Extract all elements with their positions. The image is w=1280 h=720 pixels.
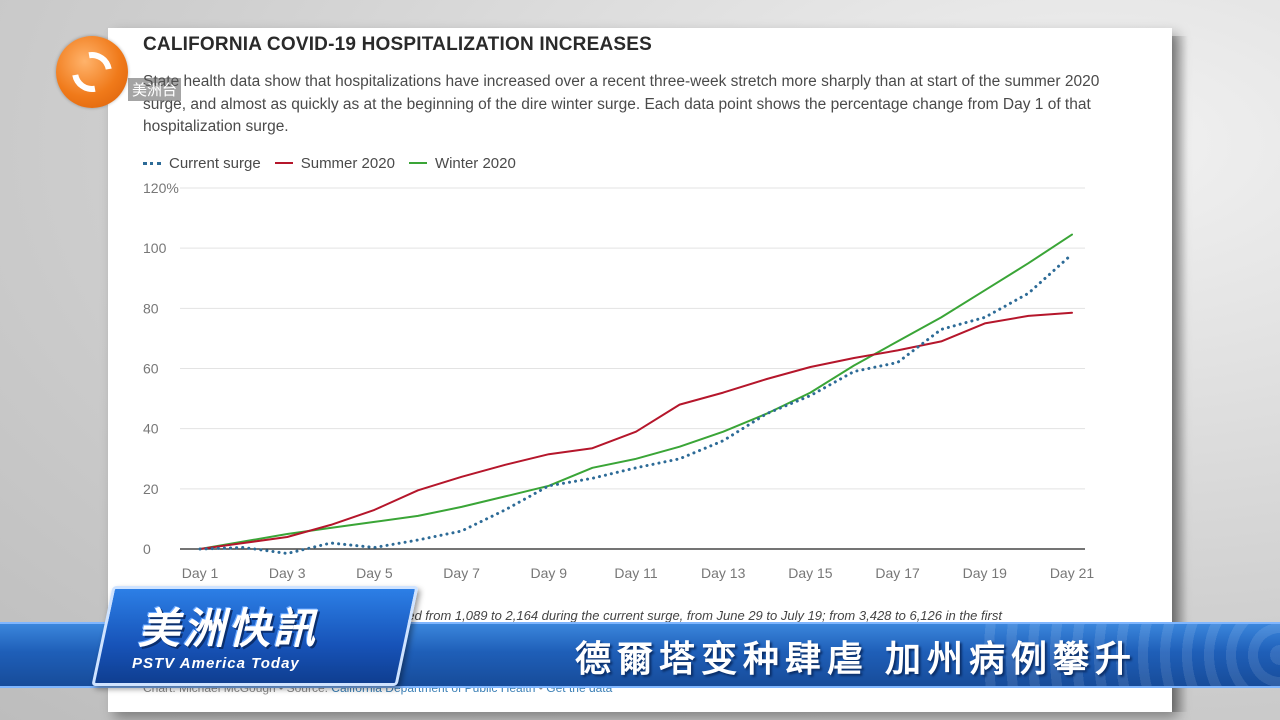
- logo-swirl-icon: [64, 44, 120, 100]
- x-tick-label-21: Day 21: [1050, 565, 1095, 581]
- card-shadow: [1172, 36, 1188, 712]
- program-name: 美洲快訊: [138, 605, 319, 652]
- banner-pattern: [980, 624, 1280, 686]
- series-line-winter-2020: [199, 233, 1073, 550]
- legend-label-winter: Winter 2020: [434, 154, 516, 172]
- y-tick-label-20: 20: [143, 481, 159, 497]
- x-tick-label-17: Day 17: [875, 565, 920, 581]
- series-line-current-surge: [198, 252, 1074, 555]
- legend-item-winter: Winter 2020: [408, 154, 516, 172]
- channel-logo-icon: [56, 36, 128, 108]
- credit-separator: •: [535, 681, 547, 695]
- legend-swatch-current: [143, 161, 161, 165]
- channel-logo-text: 美洲台: [128, 78, 182, 101]
- y-tick-label-60: 60: [143, 361, 159, 377]
- x-tick-label-9: Day 9: [531, 565, 568, 581]
- x-tick-label-15: Day 15: [788, 565, 833, 581]
- legend-item-summer: Summer 2020: [274, 154, 395, 172]
- y-tick-label-0: 0: [143, 541, 151, 557]
- y-tick-label-40: 40: [143, 421, 159, 437]
- chart-legend: Current surge Summer 2020 Winter 2020: [143, 153, 530, 173]
- program-subtitle: PSTV America Today: [132, 655, 300, 672]
- chart-subtitle: State health data show that hospitalizat…: [143, 73, 1100, 135]
- legend-label-current: Current surge: [169, 154, 261, 172]
- legend-swatch-summer: [274, 162, 293, 164]
- x-tick-label-3: Day 3: [269, 565, 306, 581]
- x-tick-label-13: Day 13: [701, 565, 746, 581]
- y-tick-label-100: 100: [143, 240, 167, 256]
- x-tick-label-5: Day 5: [356, 565, 393, 581]
- series-line-summer-2020: [199, 311, 1073, 550]
- y-tick-label-80: 80: [143, 300, 159, 316]
- y-tick-label-120: 120%: [143, 180, 179, 196]
- x-tick-label-1: Day 1: [182, 565, 219, 581]
- chart-title: CALIFORNIA COVID-19 HOSPITALIZATION INCR…: [143, 34, 653, 55]
- legend-label-summer: Summer 2020: [300, 154, 395, 172]
- x-tick-label-7: Day 7: [443, 565, 480, 581]
- legend-swatch-winter: [408, 162, 427, 164]
- news-headline: 德爾塔变种肆虐 加州病例攀升: [575, 638, 1138, 679]
- x-tick-label-19: Day 19: [963, 565, 1008, 581]
- legend-item-current: Current surge: [143, 155, 261, 172]
- chart-footnote: ged from 1,089 to 2,164 during the curre…: [400, 608, 1002, 623]
- x-tick-label-11: Day 11: [614, 565, 658, 581]
